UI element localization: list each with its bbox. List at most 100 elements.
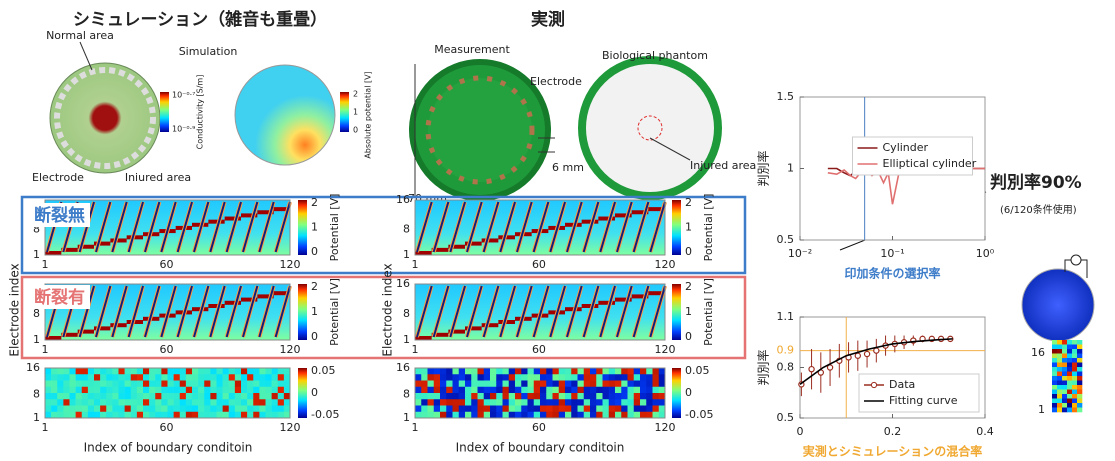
heatmap-cell xyxy=(453,381,460,388)
colorbar-tick: 0 xyxy=(685,330,692,343)
heatmap-cell xyxy=(509,374,516,381)
heatmap-band xyxy=(110,323,126,327)
heatmap-cell xyxy=(229,399,235,406)
heatmap-cell xyxy=(540,412,547,419)
heatmap-cell xyxy=(1077,358,1082,363)
heatmap-cell xyxy=(253,368,259,375)
heatmap-cell xyxy=(180,374,186,381)
heatmap-cell xyxy=(1052,390,1057,395)
heatmap-cell xyxy=(590,374,597,381)
heatmap-cell xyxy=(100,381,106,388)
heatmap-cell xyxy=(259,368,265,375)
y-tick-label: 1 xyxy=(33,248,40,261)
heatmap-cell xyxy=(241,399,247,406)
colorbar xyxy=(672,200,681,255)
heatmap-cell xyxy=(484,406,491,413)
heatmap-cell xyxy=(553,381,560,388)
colorbar xyxy=(160,92,169,132)
heatmap-cell xyxy=(266,393,272,400)
heatmap-cell xyxy=(51,399,57,406)
y-tick-label: 1 xyxy=(1038,403,1045,416)
heatmap-cell xyxy=(659,412,666,419)
heatmap-cell xyxy=(1072,367,1077,372)
heatmap-cell xyxy=(421,381,428,388)
heatmap-cell xyxy=(1077,372,1082,377)
heatmap-cell xyxy=(241,368,247,375)
heatmap-cell xyxy=(1077,367,1082,372)
x-tick-label: 60 xyxy=(159,421,173,434)
heatmap-cell xyxy=(70,381,76,388)
heatmap-cell xyxy=(210,368,216,375)
heatmap-cell xyxy=(253,387,259,394)
x-tick-label: 120 xyxy=(280,258,301,271)
heatmap-cell xyxy=(119,412,125,419)
x-tick-label: 1 xyxy=(412,343,419,356)
heatmap-cell xyxy=(94,374,100,381)
heatmap-cell xyxy=(578,381,585,388)
heatmap-cell xyxy=(143,412,149,419)
heatmap-cell xyxy=(198,406,204,413)
heatmap-cell xyxy=(161,412,167,419)
heatmap-cell xyxy=(94,412,100,419)
heatmap-cell xyxy=(596,368,603,375)
heatmap-cell xyxy=(515,381,522,388)
heatmap-cell xyxy=(471,368,478,375)
heatmap-cell xyxy=(57,374,63,381)
heatmap-cell xyxy=(229,387,235,394)
heatmap-cell xyxy=(106,387,112,394)
heatmap-cell xyxy=(559,374,566,381)
heatmap-cell xyxy=(540,406,547,413)
heatmap-cell xyxy=(521,399,528,406)
label: Electrode xyxy=(530,75,582,88)
colorbar xyxy=(340,92,349,132)
heatmap-cell xyxy=(478,406,485,413)
heatmap-cell xyxy=(596,399,603,406)
reference-label: 0.9 xyxy=(777,344,795,357)
heatmap-cell xyxy=(1077,403,1082,408)
heatmap-cell xyxy=(137,406,143,413)
heatmap-cell xyxy=(1052,408,1057,413)
heatmap-cell xyxy=(168,406,174,413)
heatmap-cell xyxy=(70,399,76,406)
heatmap-cell xyxy=(484,387,491,394)
heatmap-cell xyxy=(168,399,174,406)
heatmap-cell xyxy=(88,387,94,394)
heatmap-cell xyxy=(490,399,497,406)
heatmap-cell xyxy=(229,412,235,419)
heatmap-cell xyxy=(621,368,628,375)
heatmap-cell xyxy=(63,381,69,388)
heatmap-cell xyxy=(272,368,278,375)
heatmap-cell xyxy=(484,368,491,375)
heatmap-cell xyxy=(76,412,82,419)
heatmap-cell xyxy=(63,374,69,381)
heatmap-cell xyxy=(540,374,547,381)
heatmap-cell xyxy=(621,412,628,419)
heatmap-cell xyxy=(1057,403,1062,408)
heatmap-cell xyxy=(266,381,272,388)
heatmap-cell xyxy=(434,399,441,406)
heatmap-cell xyxy=(571,387,578,394)
heatmap-cell xyxy=(621,387,628,394)
heatmap-cell xyxy=(168,412,174,419)
heatmap-cell xyxy=(45,381,51,388)
heatmap-cell xyxy=(1062,367,1067,372)
colorbar-tick: 2 xyxy=(685,280,692,293)
heatmap-cell xyxy=(578,374,585,381)
heatmap-cell xyxy=(1062,403,1067,408)
heatmap-cell xyxy=(553,412,560,419)
heatmap-cell xyxy=(253,393,259,400)
heatmap-cell xyxy=(609,368,616,375)
heatmap-cell xyxy=(272,412,278,419)
y-tick-label: 8 xyxy=(33,388,40,401)
heatmap-cell xyxy=(174,399,180,406)
heatmap-cell xyxy=(578,368,585,375)
heatmap-cell xyxy=(1057,358,1062,363)
heatmap-cell xyxy=(82,406,88,413)
heatmap-cell xyxy=(653,399,660,406)
side-model xyxy=(1022,269,1094,341)
colorbar-tick: -0.05 xyxy=(685,408,713,421)
heatmap-cell xyxy=(609,387,616,394)
colorbar-tick: 0 xyxy=(311,245,318,258)
heatmap-cell xyxy=(1062,381,1067,386)
heatmap-cell xyxy=(247,393,253,400)
